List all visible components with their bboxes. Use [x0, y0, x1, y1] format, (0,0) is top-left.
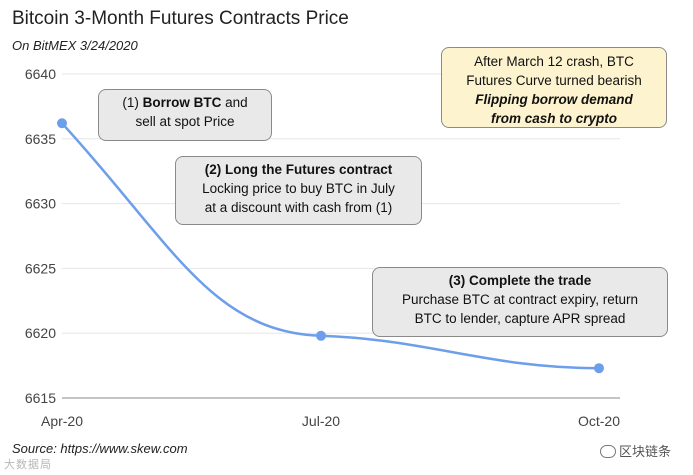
- callout-1-bold: Borrow BTC: [142, 95, 222, 110]
- bearish-curve-note: After March 12 crash, BTC Futures Curve …: [441, 47, 667, 128]
- callout-1-prefix: (1): [122, 95, 143, 110]
- watermark: 区块链条: [600, 441, 671, 460]
- callout-2-line3: at a discount with cash from (1): [204, 200, 393, 215]
- y-tick-label: 6635: [25, 131, 56, 147]
- callout-3-bold: (3) Complete the trade: [448, 273, 592, 288]
- x-tick-label: Jul-20: [302, 413, 340, 429]
- y-tick-label: 6615: [25, 390, 56, 406]
- x-tick-label: Apr-20: [41, 413, 83, 429]
- series-line: [61, 122, 600, 370]
- callout-1-line2: sell at spot Price: [135, 114, 235, 129]
- y-tick-label: 6630: [25, 196, 56, 212]
- note-line2: Futures Curve turned bearish: [466, 73, 642, 88]
- x-tick-label: Oct-20: [578, 413, 620, 429]
- watermark-text: 区块链条: [619, 444, 672, 459]
- stamp-watermark: 大数据局: [4, 459, 52, 471]
- data-point: [316, 330, 326, 341]
- note-line3: Flipping borrow demand: [475, 92, 633, 107]
- data-point: [57, 118, 67, 129]
- y-tick-label: 6625: [25, 260, 56, 276]
- callout-2-bold: (2) Long the Futures contract: [204, 162, 393, 177]
- y-tick-label: 6620: [25, 325, 56, 341]
- callout-3-line3: BTC to lender, capture APR spread: [414, 311, 626, 326]
- y-tick-label: 6640: [25, 66, 56, 82]
- callout-long-futures: (2) Long the Futures contract Locking pr…: [175, 156, 422, 225]
- callout-1-suffix: and: [221, 95, 248, 110]
- chart-title: Bitcoin 3-Month Futures Contracts Price: [12, 8, 349, 29]
- source-note: Source: https://www.skew.com: [12, 441, 188, 456]
- callout-2-line2: Locking price to buy BTC in July: [202, 181, 395, 196]
- chart-subtitle: On BitMEX 3/24/2020: [12, 38, 138, 53]
- note-line1: After March 12 crash, BTC: [474, 54, 634, 69]
- callout-borrow-btc: (1) Borrow BTC and sell at spot Price: [98, 89, 272, 141]
- callout-3-line2: Purchase BTC at contract expiry, return: [401, 292, 639, 307]
- note-line4: from cash to crypto: [490, 111, 618, 126]
- chat-bubble-icon: [600, 445, 616, 458]
- data-point: [594, 363, 604, 374]
- callout-complete-trade: (3) Complete the trade Purchase BTC at c…: [372, 267, 668, 337]
